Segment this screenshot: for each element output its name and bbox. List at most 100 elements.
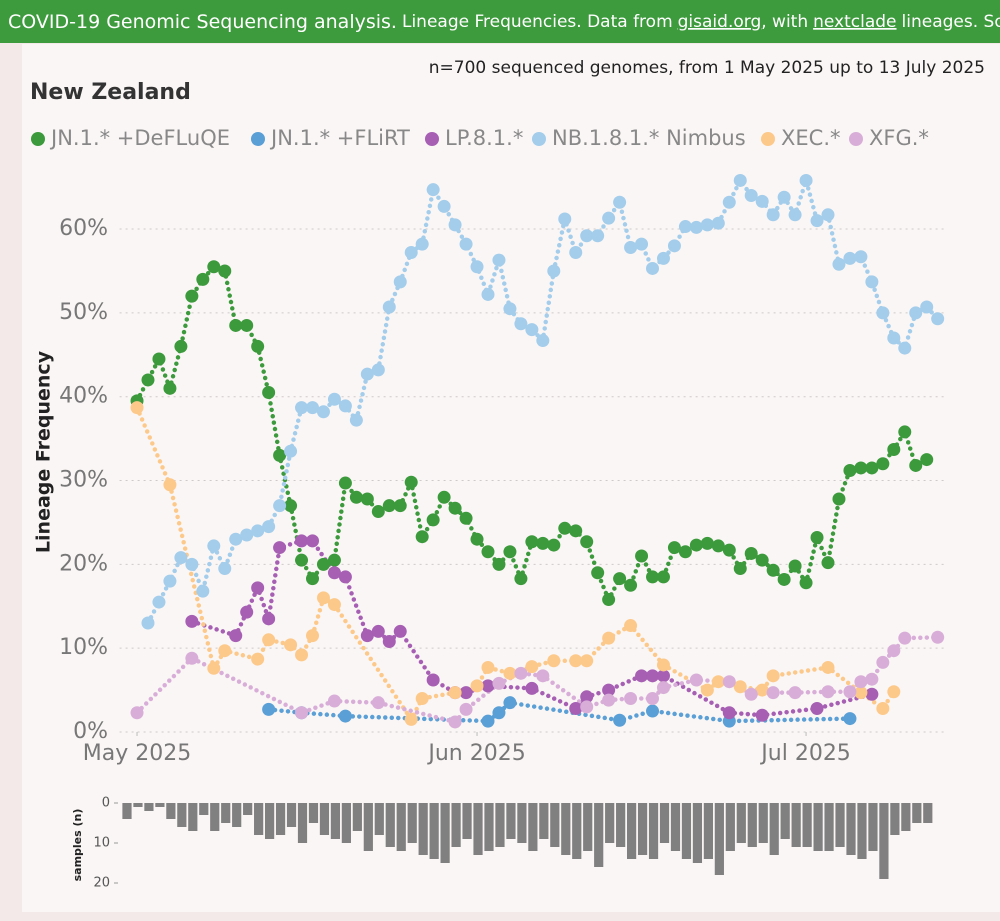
series-line: [266, 700, 853, 724]
data-point: [909, 458, 923, 472]
data-point: [163, 574, 177, 588]
bar: [835, 803, 845, 847]
legend-label: NB.1.8.1.* Nimbus: [552, 126, 746, 150]
bar: [484, 803, 494, 851]
data-point: [316, 591, 330, 605]
bar: [363, 803, 373, 851]
bar: [243, 803, 253, 815]
data-point: [470, 532, 484, 546]
data-point: [887, 443, 901, 457]
data-point: [920, 453, 934, 467]
data-point: [887, 685, 901, 699]
chart-panel: [22, 44, 1000, 912]
data-point: [689, 673, 703, 687]
data-point: [613, 195, 627, 209]
bar: [714, 803, 724, 875]
data-point: [635, 549, 649, 563]
data-point: [141, 616, 155, 630]
data-point: [207, 539, 221, 553]
data-point: [843, 251, 857, 265]
data-point: [733, 680, 747, 694]
bar: [791, 803, 801, 847]
data-point: [854, 675, 868, 689]
data-point: [393, 275, 407, 289]
data-point: [327, 598, 341, 612]
data-point: [481, 287, 495, 301]
bar: [330, 803, 341, 839]
bar: [462, 803, 472, 839]
data-point: [656, 681, 670, 695]
data-point: [700, 218, 714, 232]
data-point: [174, 339, 188, 353]
data-point: [371, 696, 385, 710]
data-point: [338, 709, 352, 723]
header-bar: [0, 0, 1000, 43]
bar: [396, 803, 406, 851]
data-point: [130, 401, 144, 415]
data-point: [349, 413, 363, 427]
data-point: [185, 289, 199, 303]
data-point: [306, 629, 320, 643]
bar: [275, 803, 286, 835]
data-point: [327, 566, 341, 580]
data-point: [448, 686, 462, 700]
data-point: [865, 687, 879, 701]
data-point: [514, 572, 528, 586]
data-point: [569, 246, 583, 260]
data-point: [569, 702, 583, 716]
data-point: [218, 264, 232, 278]
data-point: [240, 318, 254, 332]
data-point: [788, 559, 802, 573]
y-tick-label: 0%: [73, 719, 108, 744]
data-point: [492, 706, 506, 720]
data-point: [240, 528, 254, 542]
bar: [725, 803, 735, 851]
data-point: [744, 687, 758, 701]
bar: [341, 803, 351, 843]
data-point: [646, 669, 660, 683]
legend-marker: [31, 132, 45, 146]
data-point: [810, 531, 824, 545]
data-point: [459, 702, 473, 716]
data-point: [459, 237, 473, 251]
data-point: [821, 208, 835, 222]
data-point: [470, 260, 484, 274]
data-point: [733, 562, 747, 576]
data-point: [624, 619, 638, 633]
data-point: [909, 306, 923, 320]
data-point: [656, 669, 670, 683]
data-point: [218, 562, 232, 576]
bar: [736, 803, 746, 843]
data-point: [262, 520, 276, 534]
data-point: [262, 386, 276, 400]
data-point: [722, 195, 736, 209]
data-point: [843, 685, 857, 699]
data-point: [492, 676, 506, 690]
data-point: [426, 513, 440, 527]
y-tick-label: 10: [93, 836, 110, 851]
data-point: [876, 457, 890, 471]
data-point: [130, 706, 144, 720]
legend-marker: [251, 132, 265, 146]
data-point: [920, 300, 934, 314]
data-point: [558, 521, 572, 535]
bar: [352, 803, 362, 831]
data-point: [316, 405, 330, 419]
bar: [539, 803, 549, 839]
bar: [890, 803, 900, 835]
data-point: [174, 551, 188, 565]
bar: [297, 803, 308, 843]
data-point: [744, 189, 758, 203]
data-point: [360, 629, 374, 643]
data-point: [251, 652, 265, 666]
data-point: [503, 545, 517, 559]
data-point: [591, 229, 605, 243]
data-point: [602, 693, 616, 707]
data-point: [152, 595, 166, 609]
data-point: [229, 318, 243, 332]
bar: [221, 803, 231, 823]
header-part: lineages. Source: [902, 12, 1000, 32]
y-tick-label: 60%: [59, 216, 108, 241]
data-point: [152, 352, 166, 366]
data-point: [459, 511, 473, 525]
